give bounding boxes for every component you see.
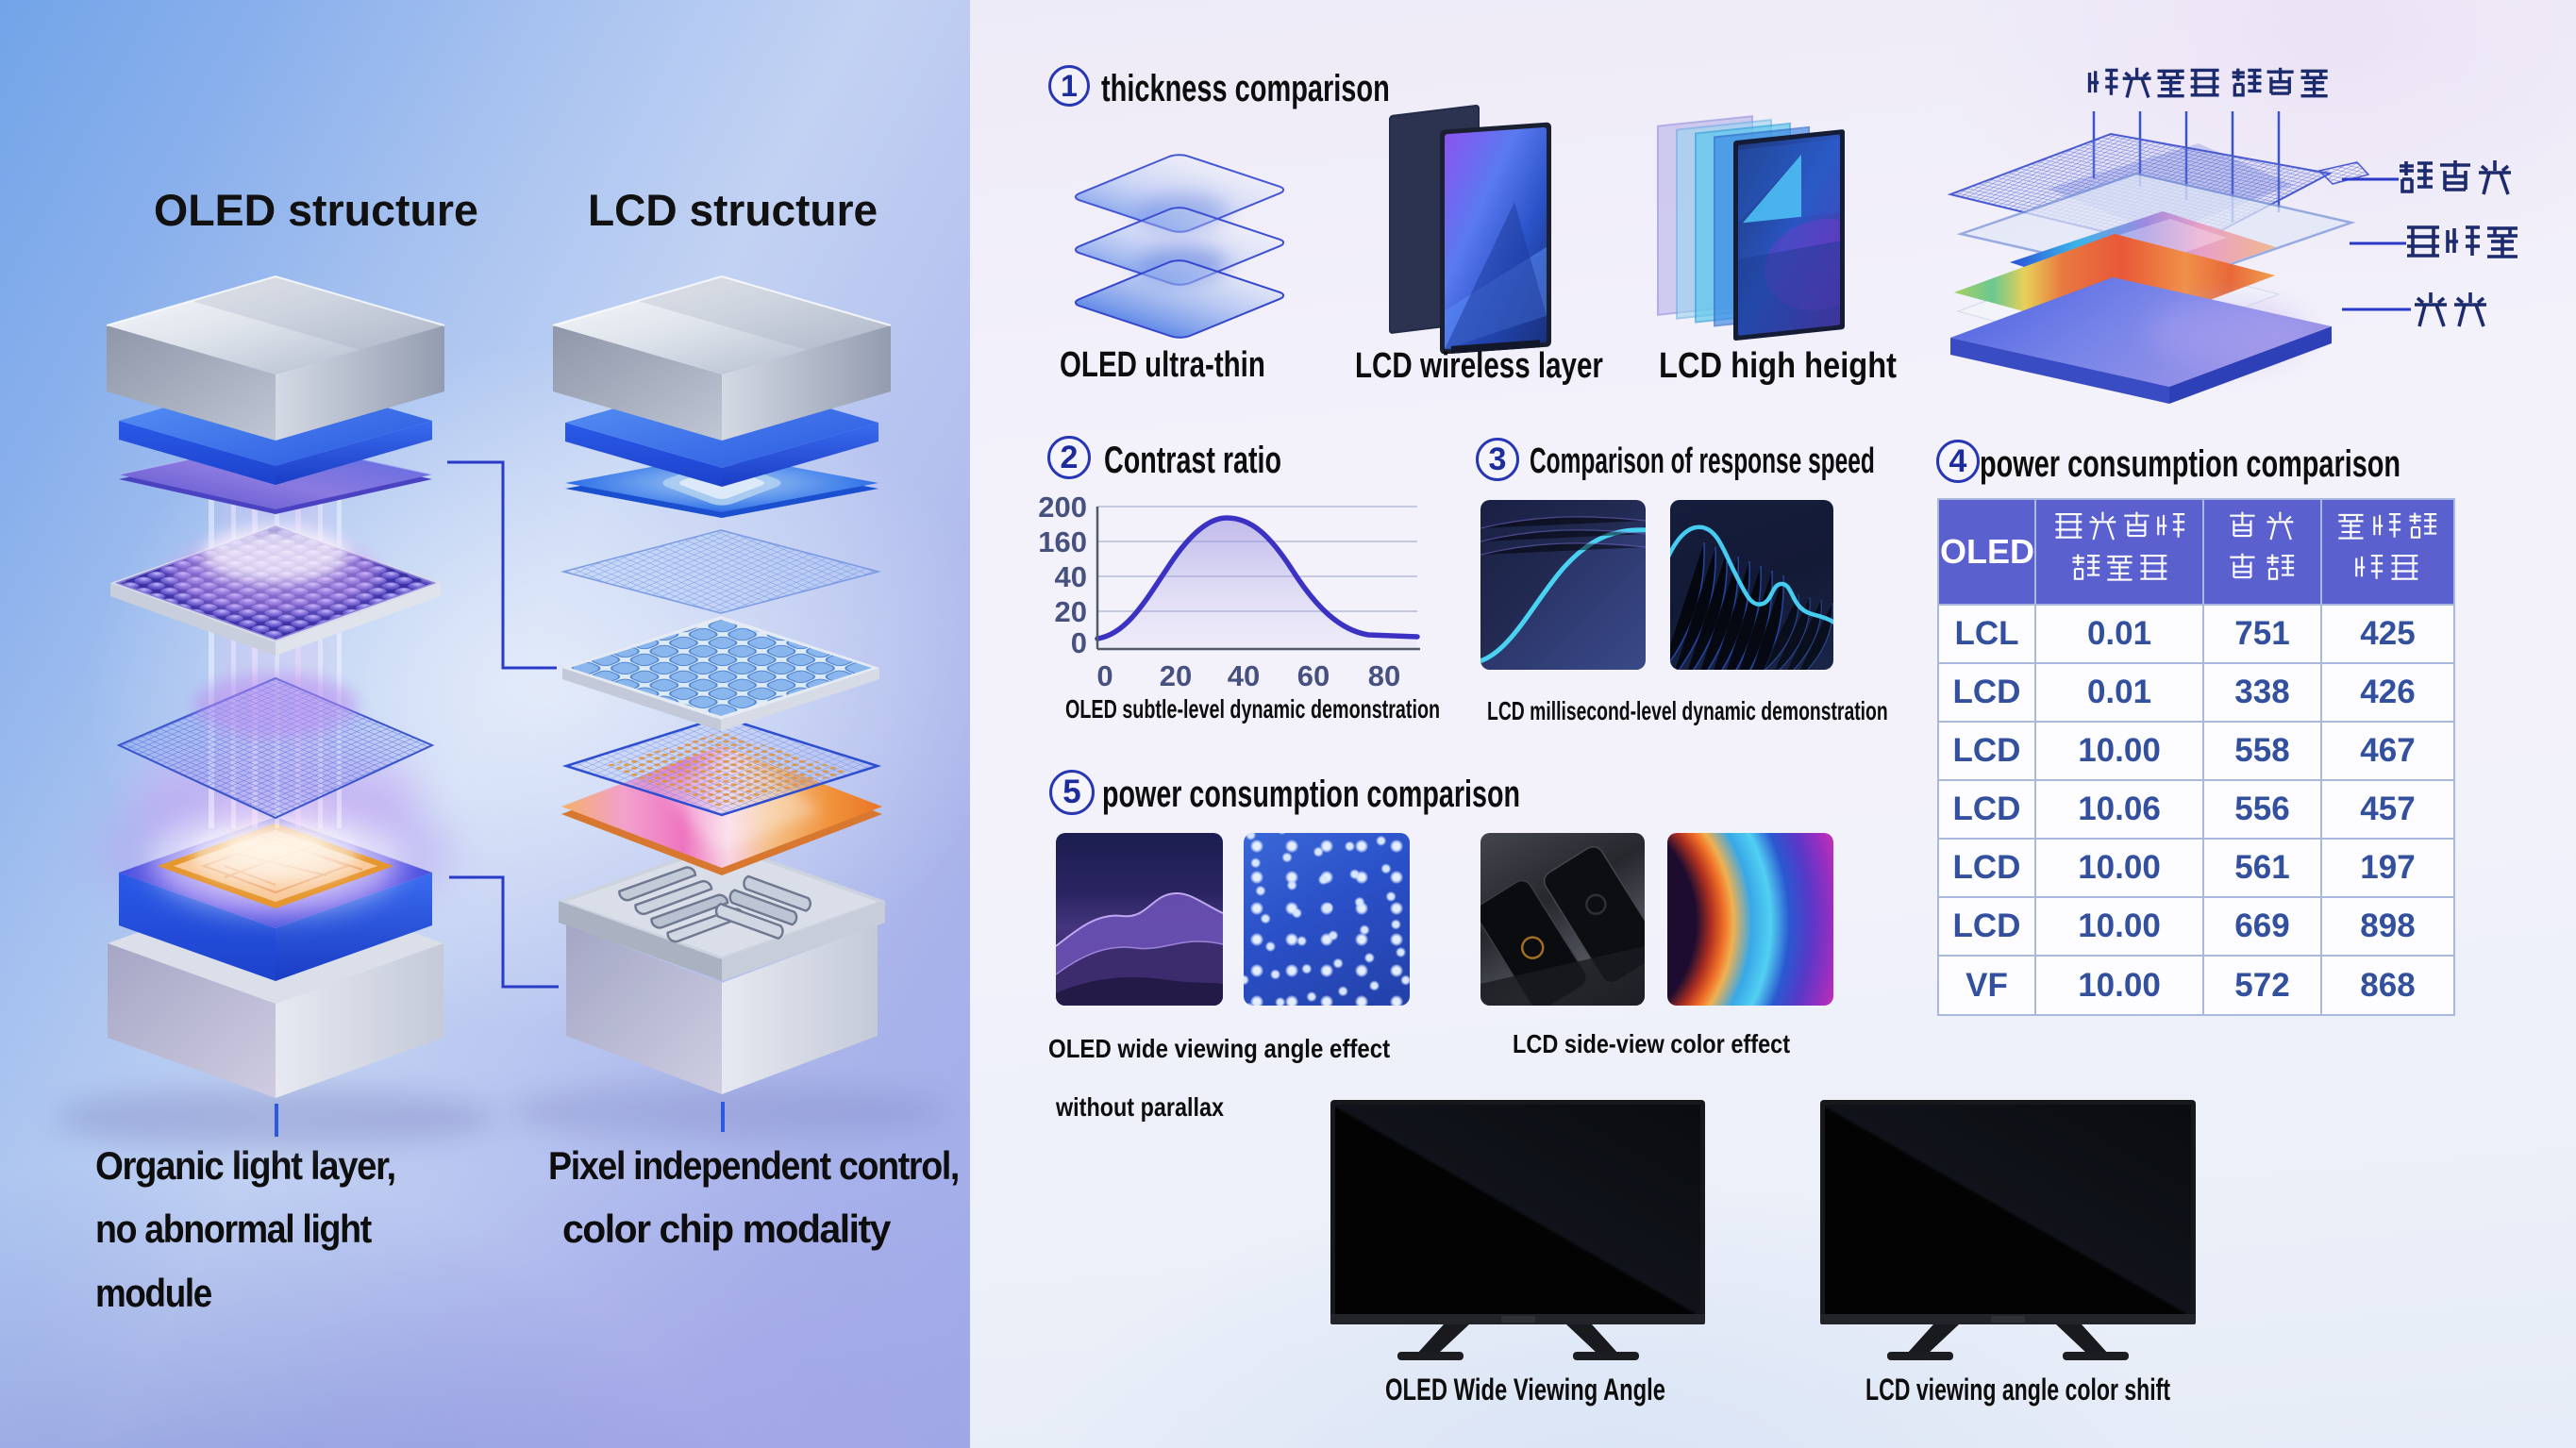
- svg-text:200: 200: [1038, 491, 1087, 524]
- svg-text:20: 20: [1160, 659, 1192, 692]
- svg-text:80: 80: [1368, 659, 1400, 692]
- svg-text:160: 160: [1038, 525, 1087, 558]
- svg-text:60: 60: [1297, 659, 1330, 692]
- svg-text:20: 20: [1055, 595, 1087, 628]
- svg-text:40: 40: [1055, 560, 1087, 593]
- svg-text:40: 40: [1228, 659, 1260, 692]
- svg-text:0: 0: [1071, 626, 1087, 659]
- svg-text:0: 0: [1096, 659, 1112, 692]
